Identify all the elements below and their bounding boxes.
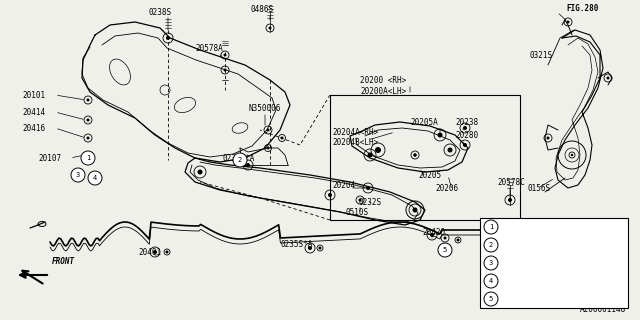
Bar (330, 95, 520, 220)
Circle shape (463, 126, 467, 130)
Circle shape (438, 132, 442, 138)
Text: 0123S: 0123S (506, 276, 529, 285)
Circle shape (484, 274, 498, 288)
Circle shape (508, 198, 512, 202)
Text: 20280: 20280 (455, 131, 478, 140)
Text: 20101: 20101 (22, 91, 45, 100)
Circle shape (153, 250, 157, 254)
Text: 4: 4 (93, 175, 97, 181)
Circle shape (566, 20, 570, 23)
Text: 20200 <RH>: 20200 <RH> (360, 76, 406, 84)
Circle shape (413, 207, 417, 212)
Circle shape (547, 137, 550, 140)
Circle shape (447, 148, 452, 153)
Bar (480, 218, 628, 308)
Circle shape (269, 27, 271, 29)
Text: A200001148: A200001148 (580, 306, 627, 315)
Circle shape (366, 186, 370, 190)
Circle shape (430, 233, 434, 237)
Text: 0156S: 0156S (527, 183, 550, 193)
Circle shape (508, 256, 512, 260)
Text: 1: 1 (489, 224, 493, 230)
Circle shape (367, 153, 372, 157)
Circle shape (456, 238, 460, 242)
Text: 0235S*A: 0235S*A (280, 239, 312, 249)
Text: 20204: 20204 (332, 180, 355, 189)
Circle shape (266, 147, 269, 149)
Text: 20578C: 20578C (497, 178, 525, 187)
Text: 3: 3 (489, 260, 493, 266)
Text: 20401: 20401 (138, 247, 161, 257)
Text: 20416: 20416 (22, 124, 45, 132)
Circle shape (571, 154, 573, 156)
Text: 20107: 20107 (38, 154, 61, 163)
Text: 0232S: 0232S (358, 197, 381, 206)
Circle shape (223, 53, 227, 57)
Text: 20205A: 20205A (410, 117, 438, 126)
Text: N350006: N350006 (248, 103, 280, 113)
Text: P100173: P100173 (506, 294, 538, 303)
Text: 5: 5 (443, 247, 447, 253)
Text: 0235S*A: 0235S*A (222, 154, 254, 163)
Text: FRONT: FRONT (52, 258, 75, 267)
Text: 4: 4 (489, 278, 493, 284)
Text: 20420: 20420 (422, 228, 445, 236)
Circle shape (198, 170, 202, 174)
Circle shape (463, 143, 467, 147)
Circle shape (223, 68, 227, 71)
Text: 0321S: 0321S (530, 51, 553, 60)
Text: M000264: M000264 (506, 241, 538, 250)
Text: 20578A: 20578A (195, 44, 223, 52)
Text: 0510S: 0510S (345, 207, 368, 217)
Circle shape (413, 153, 417, 157)
Circle shape (520, 260, 524, 263)
Text: 20204B<LH>: 20204B<LH> (332, 138, 378, 147)
Circle shape (86, 137, 90, 140)
Text: 20205: 20205 (418, 171, 441, 180)
Circle shape (484, 292, 498, 306)
Circle shape (233, 153, 247, 167)
Text: 0486S: 0486S (250, 4, 273, 13)
Circle shape (484, 220, 498, 234)
Circle shape (358, 198, 362, 202)
Circle shape (438, 243, 452, 257)
Circle shape (308, 246, 312, 250)
Circle shape (166, 251, 168, 253)
Circle shape (86, 99, 90, 101)
Text: M000215: M000215 (506, 222, 538, 231)
Circle shape (484, 256, 498, 270)
Text: FIG.280: FIG.280 (566, 4, 598, 12)
Text: 2: 2 (238, 157, 242, 163)
Circle shape (246, 163, 250, 167)
Text: 20414: 20414 (22, 108, 45, 116)
Circle shape (484, 238, 498, 252)
Circle shape (328, 193, 332, 197)
Circle shape (444, 236, 447, 239)
Text: 20200A<LH>: 20200A<LH> (360, 86, 406, 95)
Text: 5: 5 (489, 296, 493, 302)
Text: 2: 2 (489, 242, 493, 248)
Circle shape (607, 76, 609, 79)
Text: 0238S: 0238S (148, 7, 171, 17)
Circle shape (375, 147, 381, 153)
Text: 20206: 20206 (435, 183, 458, 193)
Circle shape (166, 36, 170, 40)
Circle shape (81, 151, 95, 165)
Text: 20204A<RH>: 20204A<RH> (332, 127, 378, 137)
Text: 20238: 20238 (455, 117, 478, 126)
Text: 1: 1 (86, 155, 90, 161)
Text: 0235S*B: 0235S*B (492, 253, 524, 262)
Circle shape (71, 168, 85, 182)
Circle shape (86, 118, 90, 122)
Circle shape (88, 171, 102, 185)
Circle shape (280, 137, 284, 140)
Text: 3: 3 (76, 172, 80, 178)
Circle shape (266, 129, 269, 132)
Text: 023BS: 023BS (506, 259, 529, 268)
Circle shape (319, 246, 321, 250)
